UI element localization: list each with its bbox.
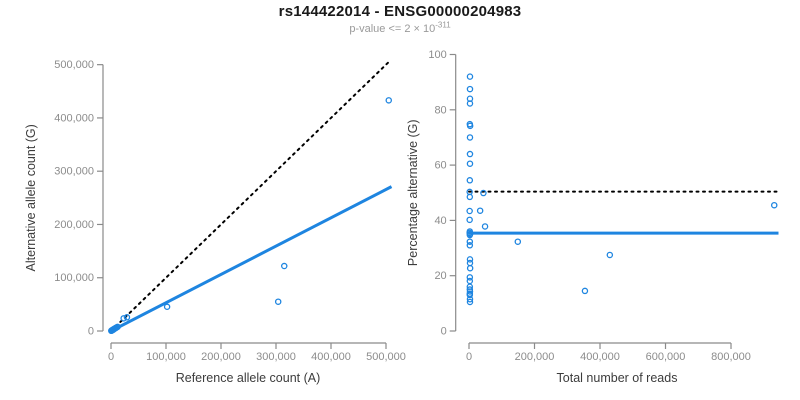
y-axis-tick-label: 20: [434, 270, 446, 282]
data-point: [466, 134, 474, 141]
y-axis-tick-label: 400,000: [54, 112, 94, 124]
y-axis-tick-label: 40: [434, 215, 446, 227]
data-point: [466, 207, 473, 215]
data-point: [466, 256, 474, 263]
data-point: [163, 303, 171, 311]
data-point: [466, 216, 473, 224]
data-point: [514, 238, 522, 245]
data-point: [466, 100, 474, 107]
data-point: [466, 160, 474, 167]
y-axis-tick-label: 500,000: [54, 59, 94, 71]
chart-subtitle: p-value <= 2 × 10-311: [0, 20, 800, 35]
y-axis-tick-label: 200,000: [54, 219, 94, 231]
x-axis-tick-label: 0: [466, 351, 472, 363]
data-point: [481, 223, 489, 230]
y-axis-tick-label: 60: [434, 160, 446, 172]
identity-line: [110, 61, 390, 332]
data-point: [466, 238, 474, 245]
data-point: [466, 291, 474, 299]
x-axis-tick-label: 400,000: [580, 351, 620, 363]
data-point: [466, 231, 474, 239]
x-axis-title: Total number of reads: [557, 371, 678, 385]
page-title: rs144422014 - ENSG00000204983: [278, 3, 522, 20]
x-axis-title: Reference allele count (A): [176, 371, 321, 385]
regression-line: [110, 185, 393, 333]
data-point: [476, 207, 484, 214]
x-axis-tick-label: 300,000: [256, 351, 296, 363]
y-axis-tick-label: 0: [441, 326, 447, 338]
data-point: [466, 242, 474, 249]
y-axis-tick-label: 0: [88, 326, 94, 338]
data-point: [109, 326, 117, 334]
data-point: [466, 150, 474, 158]
data-point: [466, 193, 474, 201]
data-point: [111, 325, 118, 333]
data-point: [385, 97, 392, 104]
x-axis-tick-label: 0: [108, 351, 114, 363]
y-axis-tick-label: 80: [434, 104, 446, 116]
x-axis-tick-label: 200,000: [201, 351, 241, 363]
data-point: [466, 277, 474, 285]
data-point: [466, 85, 474, 93]
data-point: [466, 259, 474, 267]
data-point: [466, 177, 474, 184]
y-axis-tick-label: 300,000: [54, 166, 94, 178]
y-axis-title: Alternative allele count (G): [24, 124, 38, 271]
x-axis-tick-label: 500,000: [366, 351, 406, 363]
x-axis-tick-label: 600,000: [646, 351, 686, 363]
data-point: [120, 315, 127, 322]
data-point: [466, 73, 474, 80]
data-point: [466, 298, 474, 306]
data-point: [123, 314, 131, 321]
data-point: [280, 262, 288, 270]
subtitle-exponent: -311: [435, 20, 451, 30]
y-axis-tick-label: 100,000: [54, 272, 94, 284]
y-axis-tick-label: 100: [428, 49, 446, 61]
y-axis-title: Percentage alternative (G): [406, 119, 420, 266]
data-point: [466, 288, 474, 295]
data-point: [466, 122, 474, 130]
x-axis-tick-label: 100,000: [146, 351, 186, 363]
data-point: [274, 298, 282, 305]
data-point: [581, 287, 589, 295]
data-point: [466, 295, 474, 303]
x-axis-tick-label: 800,000: [711, 351, 751, 363]
subtitle-text: p-value <= 2 × 10: [349, 23, 436, 35]
data-point: [770, 201, 778, 209]
x-axis-tick-label: 400,000: [311, 351, 351, 363]
data-point: [466, 264, 474, 272]
data-point: [466, 274, 474, 281]
data-point: [606, 251, 614, 259]
data-point: [480, 189, 487, 197]
x-axis-tick-label: 200,000: [515, 351, 555, 363]
